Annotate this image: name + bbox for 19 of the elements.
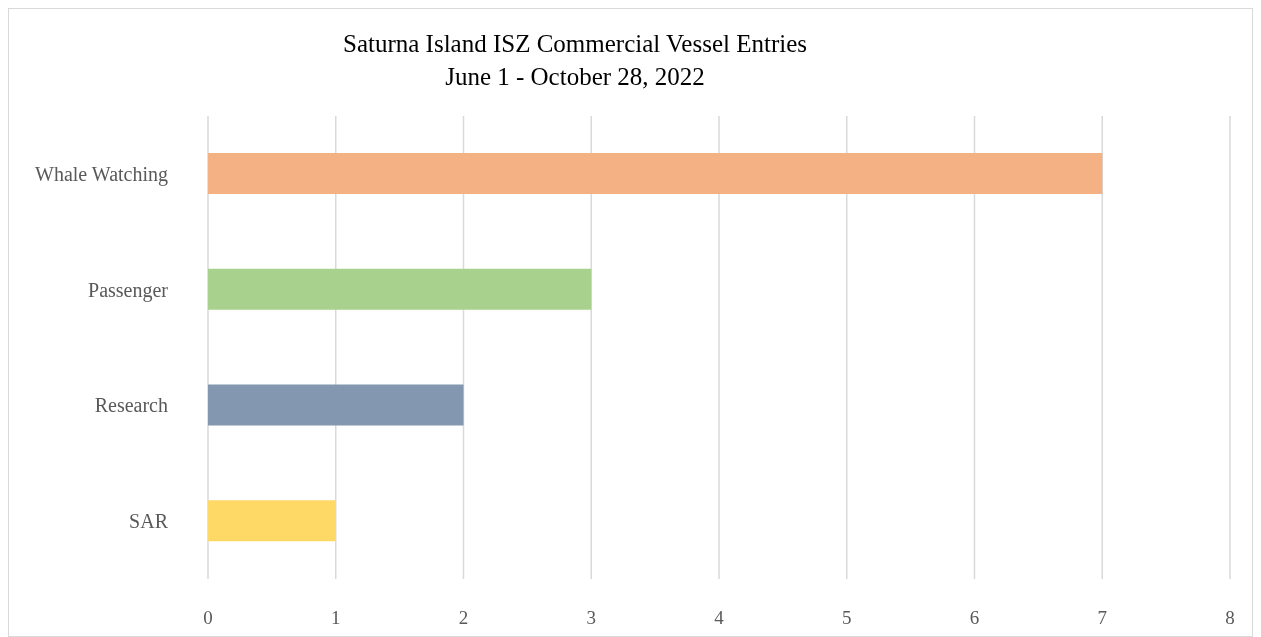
x-tick-label: 6 (969, 607, 980, 629)
y-tick-label: SAR (129, 510, 169, 533)
bar (208, 153, 1103, 194)
chart-title: Saturna Island ISZ Commercial Vessel Entries (342, 29, 808, 59)
y-tick-label: Passenger (88, 278, 169, 302)
x-tick-label: 8 (1225, 607, 1235, 629)
bar (208, 500, 336, 542)
bar (208, 384, 464, 426)
x-tick-label: 1 (331, 607, 341, 629)
chart-subtitle: June 1 - October 28, 2022 (444, 62, 706, 92)
x-tick-label: 5 (842, 607, 852, 629)
x-tick-label: 0 (203, 607, 213, 629)
x-tick-label: 2 (458, 607, 469, 629)
y-tick-label: Research (94, 394, 168, 417)
x-tick-label: 7 (1097, 607, 1107, 629)
x-tick-label: 4 (714, 607, 725, 629)
x-tick-label: 3 (586, 607, 596, 629)
y-tick-label: Whale Watching (35, 162, 168, 186)
bar (208, 268, 592, 310)
